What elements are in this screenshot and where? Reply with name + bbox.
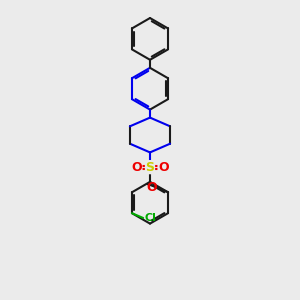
Text: O: O [131,160,142,174]
Text: S: S [146,160,154,174]
Text: O: O [158,160,169,174]
Text: Cl: Cl [145,213,156,223]
Text: O: O [146,181,157,194]
